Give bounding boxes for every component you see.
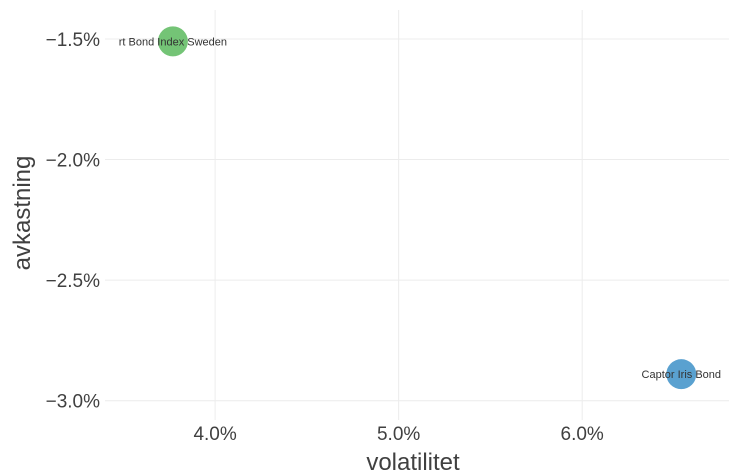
y-tick-label: −1.5% — [46, 30, 101, 51]
point-label: rt Bond Index Sweden — [119, 36, 227, 48]
y-tick-labels: −1.5% −2.0% −2.5% −3.0% — [46, 30, 101, 413]
data-point — [666, 359, 697, 390]
data-points — [157, 26, 697, 390]
y-gridlines — [105, 38, 729, 402]
x-tick-labels: 4.0% 5.0% 6.0% — [193, 424, 603, 445]
y-tick-label: −2.0% — [46, 151, 101, 172]
x-axis-title: volatilitet — [366, 449, 460, 475]
data-point — [157, 26, 188, 57]
y-axis-title: avkastning — [9, 156, 36, 271]
x-tick-label: 4.0% — [193, 424, 236, 445]
point-label: Captor Iris Bond — [642, 369, 721, 381]
y-tick-label: −2.5% — [46, 271, 101, 292]
point-labels: rt Bond Index Sweden Captor Iris Bond — [119, 36, 721, 381]
x-tick-label: 6.0% — [561, 424, 604, 445]
x-tick-label: 5.0% — [377, 424, 420, 445]
x-gridlines — [214, 10, 583, 420]
y-tick-label: −3.0% — [46, 392, 101, 413]
